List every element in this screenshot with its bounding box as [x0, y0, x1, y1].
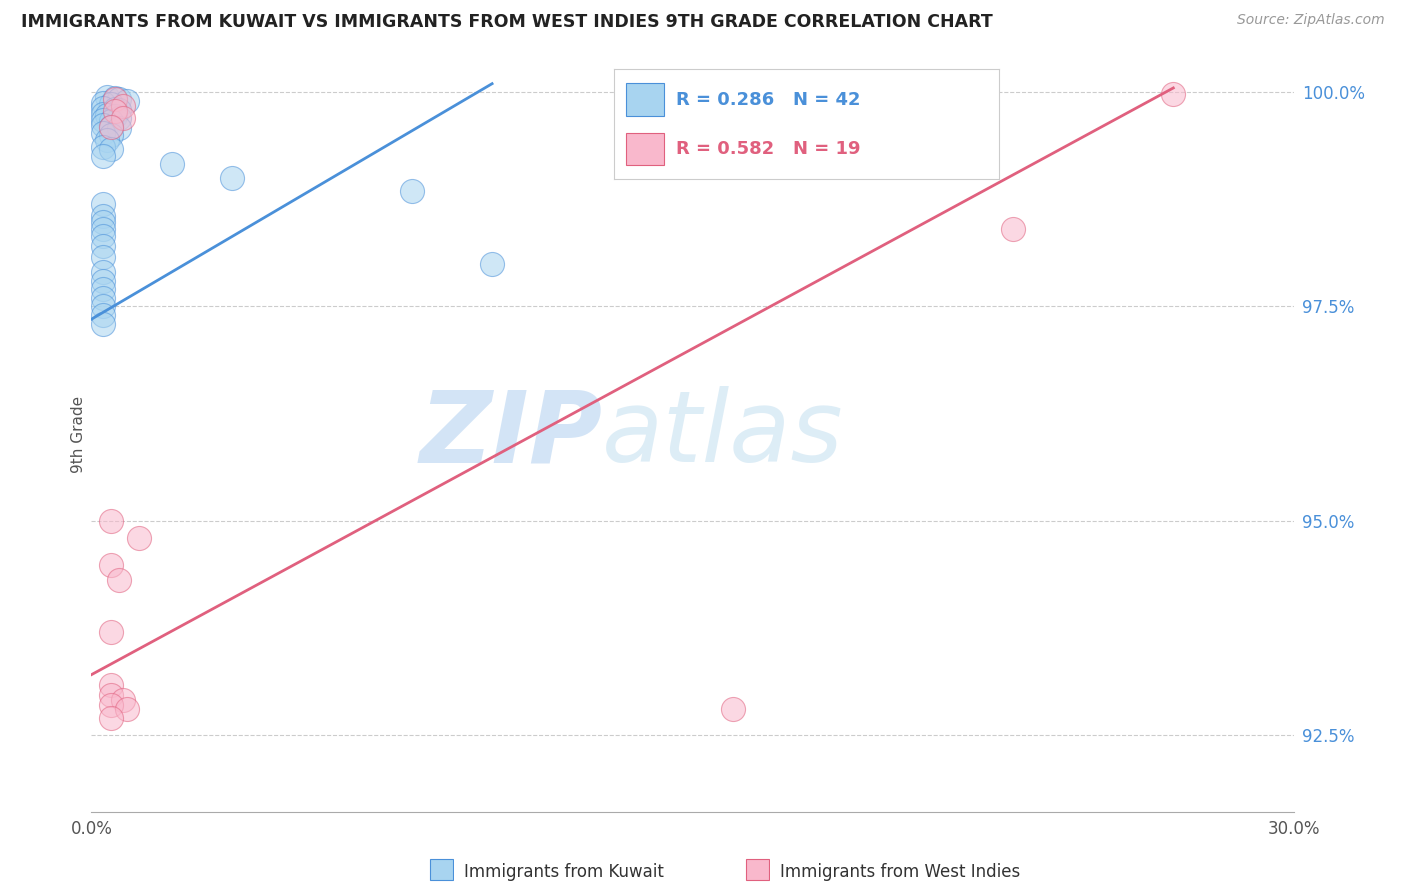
Text: Immigrants from Kuwait: Immigrants from Kuwait [464, 863, 664, 881]
Point [93, 140, 115, 154]
Point [100, 624, 122, 639]
Point [100, 710, 122, 724]
Point [100, 514, 122, 528]
Y-axis label: 9th Grade: 9th Grade [70, 396, 86, 474]
Point [104, 102, 127, 116]
Point [93, 291, 115, 305]
Point [93, 215, 115, 229]
Point [1163, 87, 1185, 101]
Text: Immigrants from West Indies: Immigrants from West Indies [780, 863, 1021, 881]
Point [112, 693, 135, 707]
FancyBboxPatch shape [430, 859, 453, 880]
Point [481, 256, 503, 270]
Point [108, 103, 131, 118]
Point [96, 133, 118, 147]
Point [100, 114, 122, 128]
Point [1001, 222, 1024, 236]
Point [104, 109, 127, 123]
Point [100, 120, 122, 134]
Point [93, 317, 115, 331]
Point [100, 128, 122, 142]
Point [93, 95, 115, 110]
Point [93, 106, 115, 120]
Point [112, 111, 135, 125]
Point [93, 112, 115, 127]
Point [93, 239, 115, 253]
Point [100, 97, 122, 112]
FancyBboxPatch shape [747, 859, 769, 880]
Point [93, 274, 115, 288]
Point [221, 170, 243, 185]
Point [93, 250, 115, 264]
Point [93, 127, 115, 141]
Point [108, 111, 131, 125]
Text: atlas: atlas [602, 386, 844, 483]
Point [93, 222, 115, 236]
Point [401, 184, 423, 198]
Point [104, 92, 127, 106]
Point [160, 157, 183, 171]
Text: Source: ZipAtlas.com: Source: ZipAtlas.com [1237, 13, 1385, 28]
Point [100, 142, 122, 156]
Point [96, 107, 118, 121]
Point [104, 91, 127, 105]
Point [93, 229, 115, 244]
Point [117, 94, 139, 108]
Point [112, 99, 135, 113]
Point [108, 574, 131, 588]
Point [93, 265, 115, 279]
Point [117, 702, 139, 716]
Point [100, 120, 122, 134]
Point [93, 299, 115, 313]
Point [108, 92, 131, 106]
Point [108, 121, 131, 136]
Point [100, 678, 122, 692]
Point [100, 698, 122, 712]
Point [96, 89, 118, 103]
Point [104, 104, 127, 119]
Point [93, 210, 115, 224]
Point [100, 688, 122, 702]
Text: ZIP: ZIP [419, 386, 602, 483]
Point [93, 149, 115, 163]
Point [93, 196, 115, 211]
Point [721, 702, 744, 716]
Point [128, 531, 150, 545]
Point [93, 308, 115, 322]
Point [93, 101, 115, 115]
Text: IMMIGRANTS FROM KUWAIT VS IMMIGRANTS FROM WEST INDIES 9TH GRADE CORRELATION CHAR: IMMIGRANTS FROM KUWAIT VS IMMIGRANTS FRO… [21, 13, 993, 31]
Point [100, 558, 122, 572]
Point [93, 118, 115, 132]
Point [93, 282, 115, 296]
